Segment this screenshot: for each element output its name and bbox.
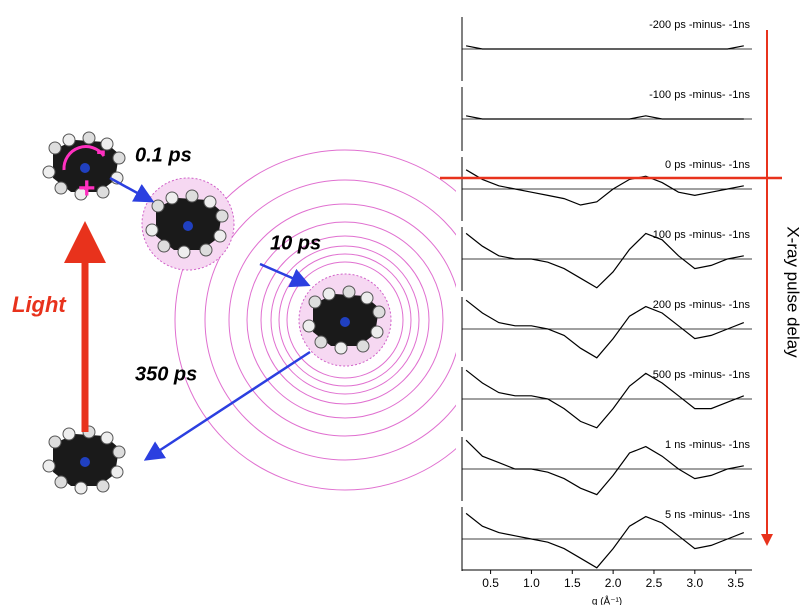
trace-label: 100 ps -minus- -1ns (653, 229, 751, 241)
x-tick-label: 1.0 (523, 576, 540, 590)
x-tick-label: 2.0 (605, 576, 622, 590)
trace-label: 500 ps -minus- -1ns (653, 369, 751, 381)
step-label: 350 ps (135, 363, 197, 385)
trace-label: 200 ps -minus- -1ns (653, 299, 751, 311)
chart: -200 ps -minus- -1ns -100 ps -minus- -1ns… (456, 4, 754, 605)
trace-label: -200 ps -minus- -1ns (649, 19, 750, 31)
x-axis-label: q (Å⁻¹) (592, 595, 622, 605)
arrow (260, 264, 306, 284)
arrow (110, 178, 150, 200)
light-label: Light (12, 292, 67, 317)
x-tick-label: 1.5 (564, 576, 581, 590)
plus-sign: + (78, 172, 96, 205)
figure: + - 0.1 ps 10 ps 350 ps Light -200 ps -m… (0, 0, 806, 605)
x-tick-label: 3.5 (727, 576, 744, 590)
x-tick-label: 0.5 (482, 576, 499, 590)
trace-label: 1 ns -minus- -1ns (665, 439, 750, 451)
trace-label: -100 ps -minus- -1ns (649, 89, 750, 101)
x-tick-label: 3.0 (686, 576, 703, 590)
delay-label: X-ray pulse delay (784, 226, 803, 358)
step-label: 10 ps (270, 232, 321, 254)
trace-label: 0 ps -minus- -1ns (665, 159, 750, 171)
trace-label: 5 ns -minus- -1ns (665, 509, 750, 521)
x-tick-label: 2.5 (646, 576, 663, 590)
minus-sign: - (96, 134, 106, 167)
step-label: 0.1 ps (135, 144, 192, 166)
molecule (43, 426, 125, 494)
